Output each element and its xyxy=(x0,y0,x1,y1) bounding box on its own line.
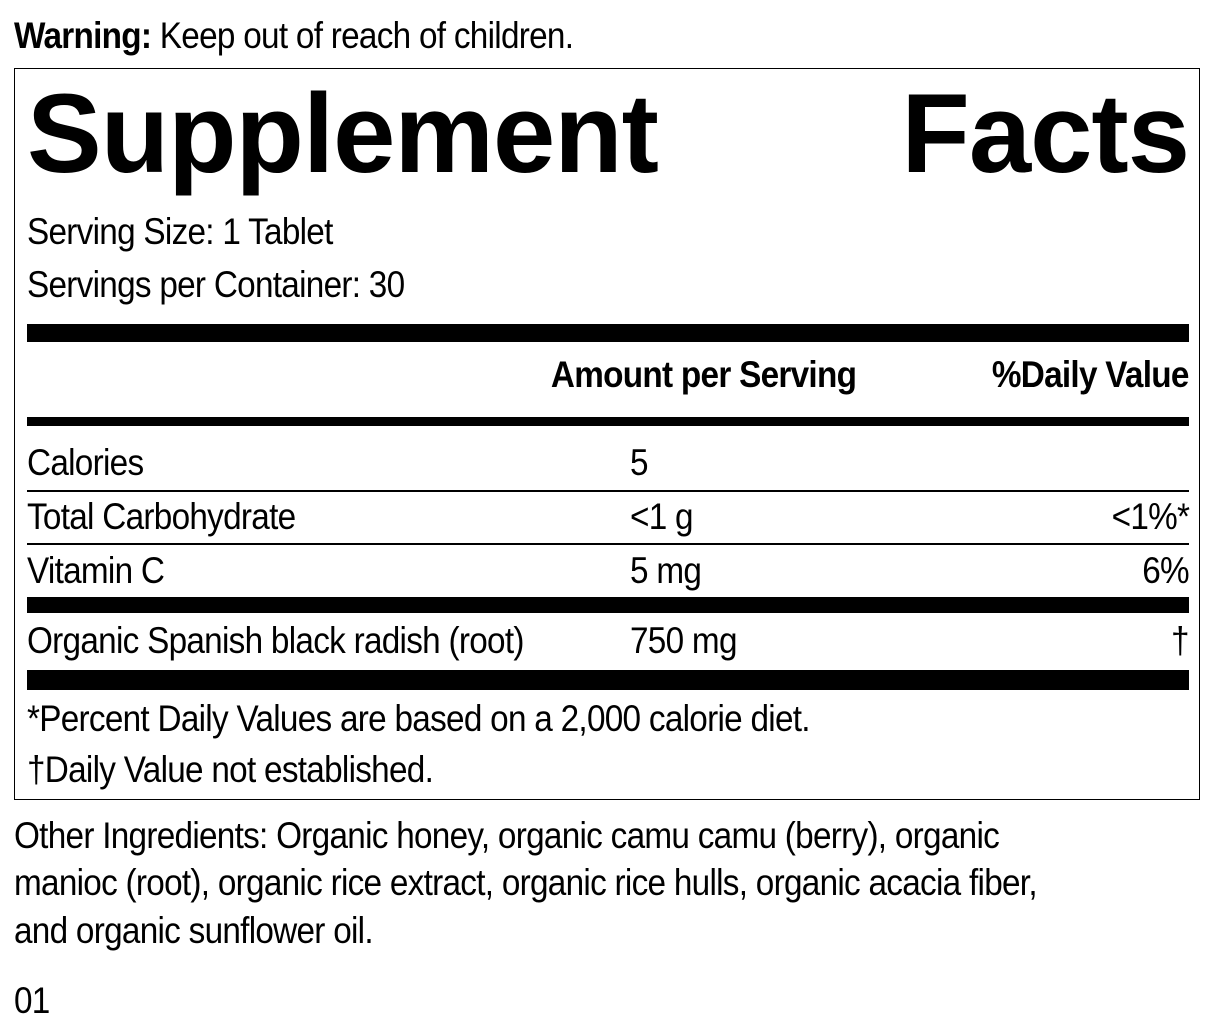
other-ingredients-line: Other Ingredients: Organic honey, organi… xyxy=(14,815,1000,856)
servings-per-container: Servings per Container: 30 xyxy=(27,264,405,305)
row-dv: <1%* xyxy=(1111,496,1189,537)
thin-divider xyxy=(27,490,1189,492)
warning-message: Keep out of reach of children. xyxy=(151,15,574,56)
warning-label: Warning: xyxy=(14,15,152,56)
title-supplement: Supplement xyxy=(27,71,659,196)
row-name: Total Carbohydrate xyxy=(27,496,296,537)
serving-size: Serving Size: 1 Tablet xyxy=(27,211,333,252)
header-daily-value: %Daily Value xyxy=(992,354,1190,395)
thick-divider xyxy=(27,324,1189,342)
row-dv: 6% xyxy=(1142,550,1189,591)
footnote-dagger: †Daily Value not established. xyxy=(27,749,434,790)
divider xyxy=(27,417,1189,426)
row-dv: † xyxy=(1171,620,1190,661)
thin-divider xyxy=(27,543,1189,545)
header-amount: Amount per Serving xyxy=(550,354,857,395)
row-name: Organic Spanish black radish (root) xyxy=(27,620,524,661)
row-amount: 750 mg xyxy=(630,620,737,661)
footnote-percent: *Percent Daily Values are based on a 2,0… xyxy=(27,698,811,739)
thick-divider xyxy=(27,670,1189,690)
row-name: Calories xyxy=(27,442,144,483)
row-amount: 5 mg xyxy=(630,550,702,591)
row-name: Vitamin C xyxy=(27,550,165,591)
row-amount: 5 xyxy=(630,442,649,483)
warning-text: Warning: Keep out of reach of children. xyxy=(14,15,574,56)
facts-panel xyxy=(14,68,1200,800)
thick-divider xyxy=(27,597,1189,613)
row-amount: <1 g xyxy=(630,496,694,537)
code: 01 xyxy=(14,980,50,1021)
other-ingredients-line: manioc (root), organic rice extract, org… xyxy=(14,862,1038,903)
other-ingredients-line: and organic sunflower oil. xyxy=(14,910,374,951)
title-facts: Facts xyxy=(901,71,1190,196)
